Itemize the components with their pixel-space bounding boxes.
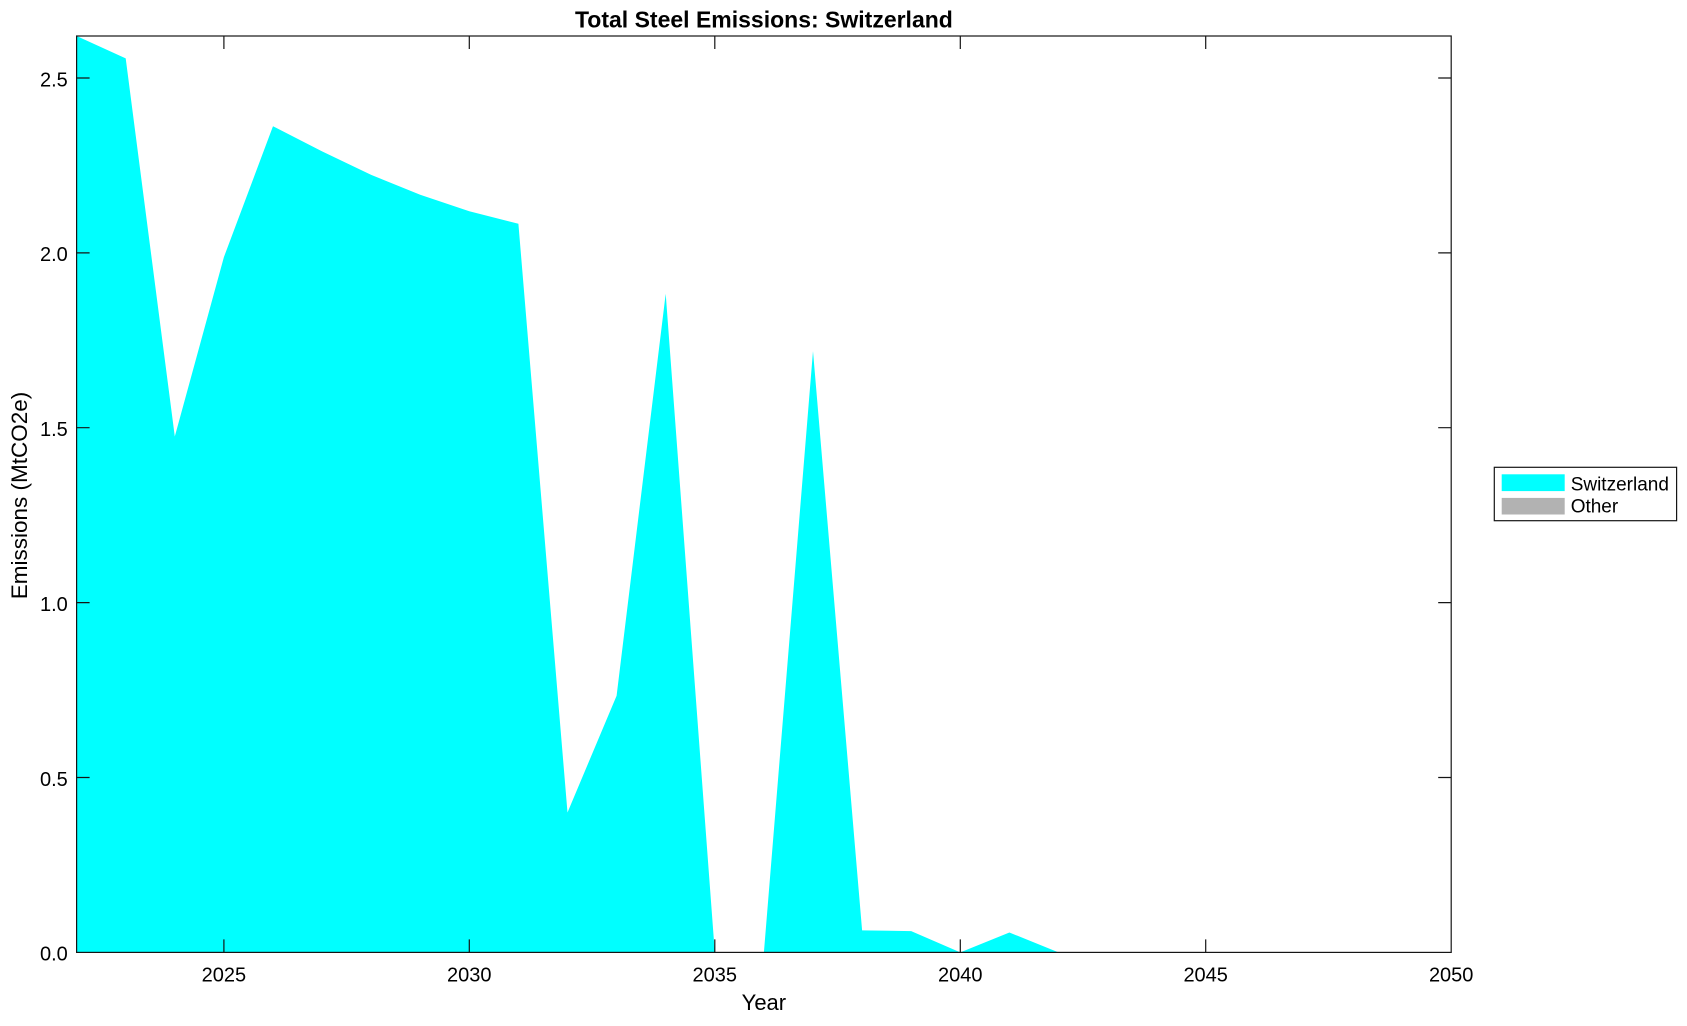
svg-text:Switzerland: Switzerland (1571, 474, 1669, 495)
svg-text:2035: 2035 (693, 965, 738, 987)
svg-text:0.0: 0.0 (40, 944, 68, 966)
svg-text:Total Steel Emissions: Switzer: Total Steel Emissions: Switzerland (575, 7, 953, 33)
svg-text:2.5: 2.5 (40, 69, 68, 91)
svg-text:0.5: 0.5 (40, 769, 68, 791)
svg-text:Emissions (MtCO2e): Emissions (MtCO2e) (7, 392, 32, 600)
svg-text:2040: 2040 (938, 965, 983, 987)
svg-text:Year: Year (742, 990, 786, 1015)
svg-text:1.0: 1.0 (40, 594, 68, 616)
svg-text:Other: Other (1571, 496, 1619, 517)
svg-text:2045: 2045 (1183, 965, 1228, 987)
svg-text:2030: 2030 (447, 965, 492, 987)
svg-text:2050: 2050 (1429, 965, 1474, 987)
svg-text:2.0: 2.0 (40, 244, 68, 266)
svg-text:2025: 2025 (202, 965, 247, 987)
svg-text:1.5: 1.5 (40, 419, 68, 441)
